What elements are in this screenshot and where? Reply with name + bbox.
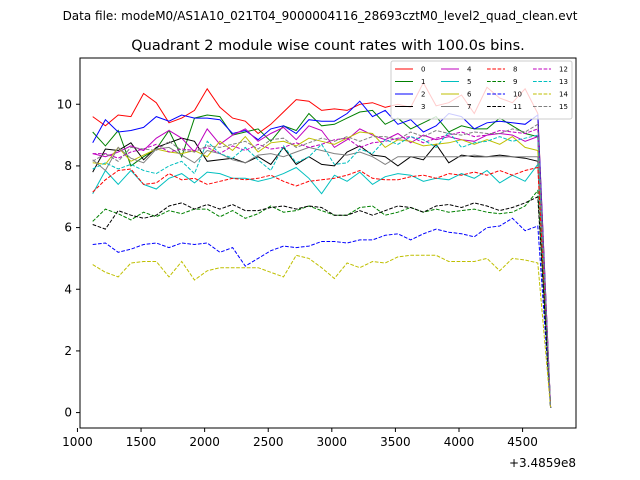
series-line-5	[92, 162, 552, 409]
legend-box	[390, 60, 573, 120]
y-tick-label: 0	[64, 406, 72, 420]
figure-suptitle: Data file: modeM0/AS1A10_021T04_90000041…	[63, 9, 578, 23]
x-tick-label: 2000	[189, 435, 220, 449]
x-tick-label: 4000	[444, 435, 475, 449]
x-tick-label: 3500	[380, 435, 411, 449]
x-offset-label: +3.4859e8	[509, 456, 576, 470]
series-line-9	[92, 189, 552, 409]
series-line-4	[92, 125, 552, 409]
legend-label-8: 8	[513, 66, 517, 74]
y-tick-label: 8	[64, 159, 72, 173]
legend-label-15: 15	[559, 103, 568, 111]
legend-label-5: 5	[467, 78, 471, 86]
legend-label-0: 0	[421, 66, 425, 74]
series-line-11	[92, 196, 552, 409]
x-tick-label: 4500	[507, 435, 538, 449]
y-tick-label: 10	[57, 97, 72, 111]
y-tick-label: 6	[64, 221, 72, 235]
x-tick-label: 1000	[62, 435, 93, 449]
legend-label-2: 2	[421, 91, 425, 99]
x-tick-label: 3000	[317, 435, 348, 449]
legend-label-1: 1	[421, 78, 425, 86]
series-line-3	[92, 137, 552, 409]
plot-area: 1000 1500 2000 2500 3000 3500 4000 4500 0246810…	[57, 57, 577, 470]
legend-label-6: 6	[467, 91, 472, 99]
legend-label-12: 12	[559, 66, 568, 74]
legend-label-10: 10	[513, 91, 522, 99]
series-line-2	[92, 100, 552, 409]
x-tick-label: 1500	[126, 435, 157, 449]
y-axis: 0 2 4 6 8 10	[57, 97, 80, 420]
x-axis: 1000 1500 2000 2500 3000 3500 4000 4500	[62, 428, 538, 449]
y-tick-label: 4	[64, 282, 72, 296]
series-line-8	[92, 166, 552, 409]
legend-label-14: 14	[559, 91, 568, 99]
series-line-14	[92, 254, 552, 409]
legend-label-3: 3	[421, 103, 425, 111]
legend-label-11: 11	[513, 103, 522, 111]
x-tick-label: 2500	[253, 435, 284, 449]
series-line-10	[92, 217, 552, 409]
legend-label-4: 4	[467, 66, 472, 74]
legend-label-7: 7	[467, 103, 471, 111]
series-line-7	[92, 146, 552, 409]
legend-label-13: 13	[559, 78, 568, 86]
chart-title: Quadrant 2 module wise count rates with …	[131, 38, 525, 54]
series-line-15	[92, 123, 552, 409]
series-group	[92, 81, 552, 409]
series-line-13	[92, 131, 552, 409]
legend-label-9: 9	[513, 78, 517, 86]
axes-frame	[79, 57, 577, 429]
y-tick-label: 2	[64, 344, 72, 358]
